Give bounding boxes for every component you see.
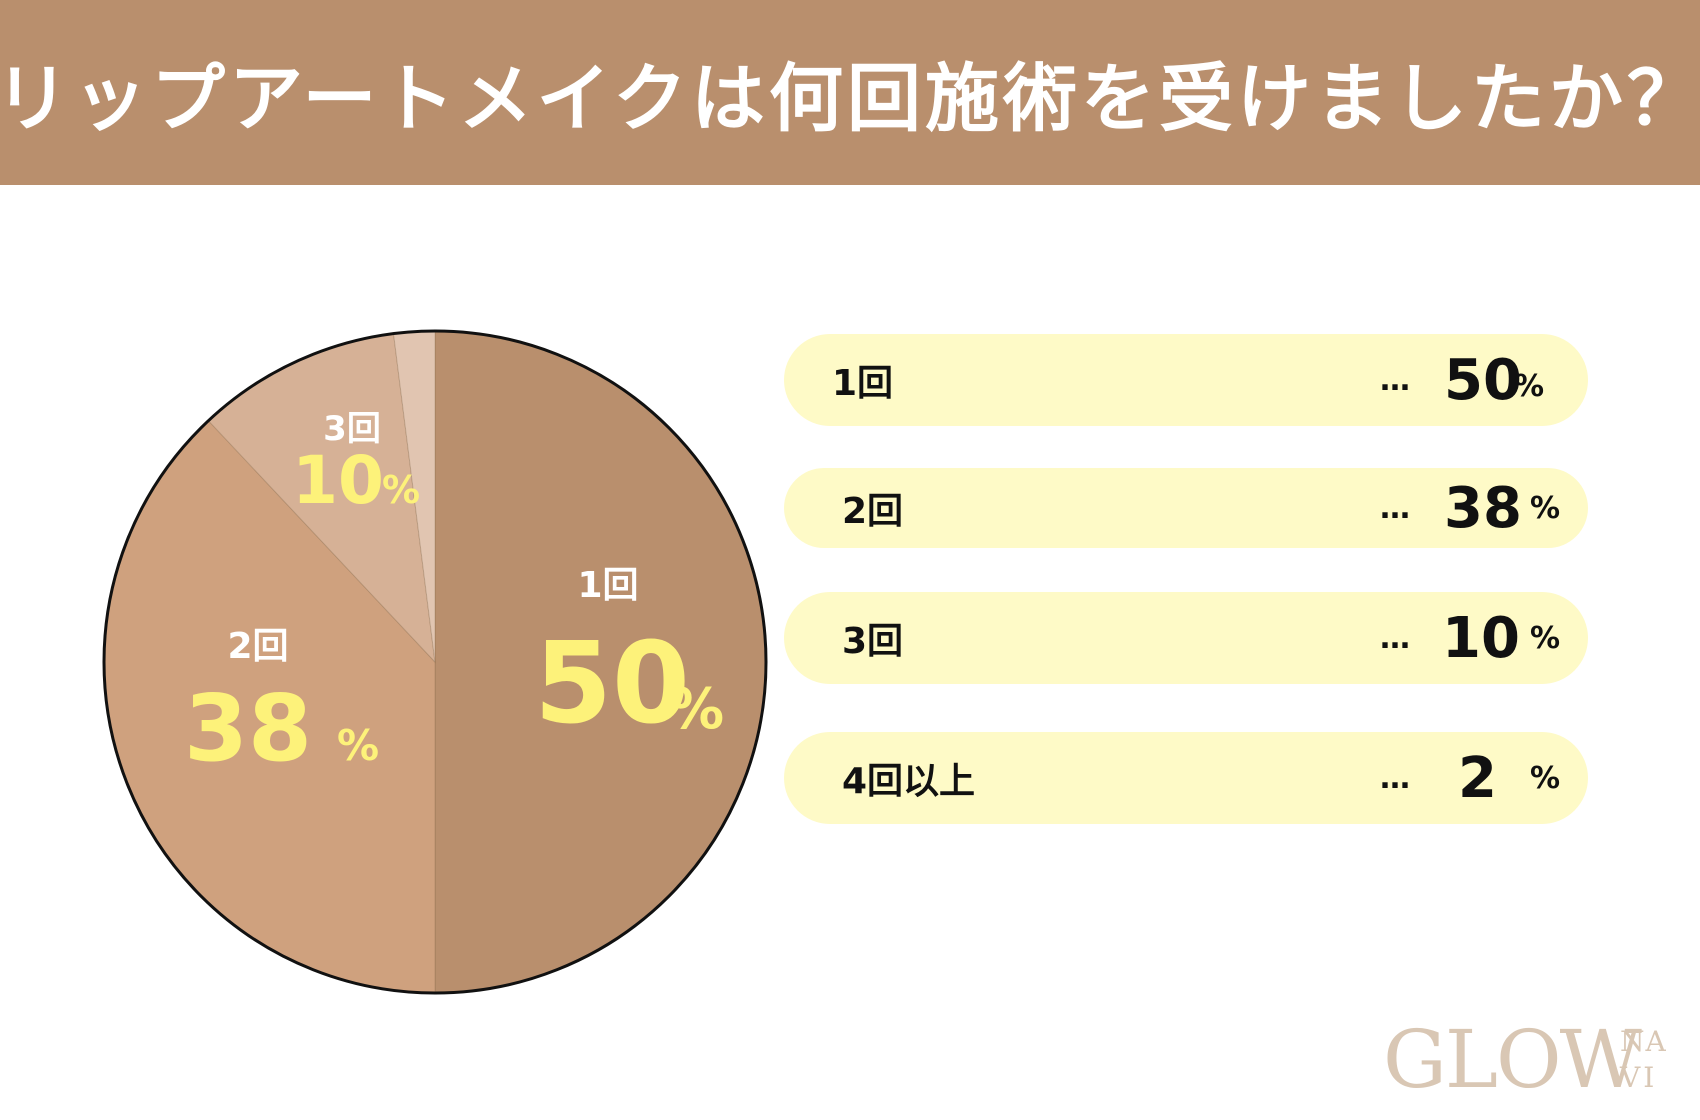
- legend-percent: %: [1530, 620, 1561, 656]
- logo-vi: VI: [1620, 1061, 1658, 1094]
- legend-category: 1回: [832, 363, 894, 404]
- header-bar: リップアートメイクは何回施術を受けましたか？: [0, 0, 1700, 185]
- logo-na: NA: [1620, 1025, 1667, 1058]
- legend-value: 10: [1442, 605, 1520, 671]
- pie-outline: [102, 329, 768, 995]
- legend-value: 38: [1444, 475, 1522, 541]
- legend-percent: %: [1530, 760, 1561, 796]
- legend-row-3: 3回 … 10 %: [784, 592, 1588, 684]
- legend-percent: %: [1514, 368, 1545, 404]
- slice-value-label: 38: [184, 675, 312, 782]
- legend-category: 4回以上: [842, 761, 976, 802]
- legend-row-2: 2回 … 38 %: [784, 468, 1588, 548]
- legend-dots: …: [1380, 362, 1411, 398]
- legend-category: 2回: [842, 491, 904, 532]
- slice-category-label: 3回: [323, 409, 381, 449]
- slice-value-label: 50: [534, 619, 690, 749]
- legend-dots: …: [1380, 620, 1411, 656]
- legend-dots: …: [1380, 490, 1411, 526]
- legend-row-4: 4回以上 … 2 %: [784, 732, 1588, 824]
- brand-logo: GLOW NA VI: [1383, 1020, 1683, 1120]
- logo-wordmark: GLOW: [1383, 1013, 1642, 1106]
- legend-dots: …: [1380, 760, 1411, 796]
- slice-value-label: 10: [292, 442, 384, 519]
- slice-category-label: 2回: [227, 626, 288, 667]
- slice-unit-label: %: [668, 677, 724, 742]
- chart-title: リップアートメイクは何回施術を受けましたか？: [0, 56, 1700, 142]
- legend-row-1: 1回 … 50 %: [784, 334, 1588, 426]
- slice-category-label: 1回: [577, 565, 638, 606]
- slice-unit-label: %: [382, 468, 420, 512]
- legend-value: 50: [1444, 347, 1522, 413]
- legend-category: 3回: [842, 621, 904, 662]
- legend-percent: %: [1530, 490, 1561, 526]
- legend-value: 2: [1458, 745, 1497, 811]
- slice-unit-label: %: [337, 721, 379, 770]
